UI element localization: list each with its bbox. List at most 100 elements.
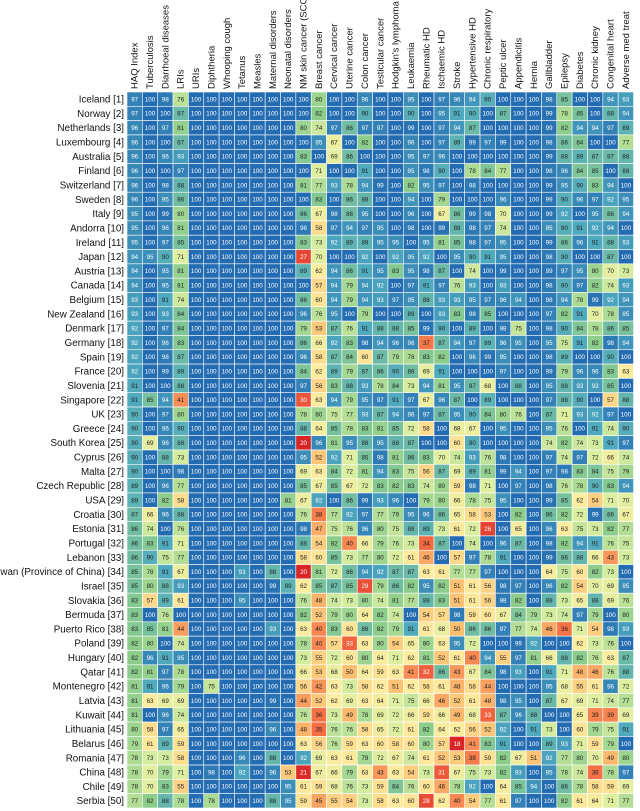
- cell-value-label: 100: [237, 726, 248, 733]
- cell-value-label: 100: [252, 669, 263, 676]
- cell-value-label: 94: [361, 182, 368, 189]
- cell-value-label: 100: [206, 368, 217, 375]
- cell-value-label: 87: [438, 540, 445, 547]
- cell-value-label: 96: [408, 340, 415, 347]
- cell-value-label: 74: [423, 483, 430, 490]
- cell-value-label: 93: [592, 383, 599, 390]
- row-label-singapore-22: Singapore [22]: [60, 395, 124, 406]
- cell-value-label: 82: [592, 340, 599, 347]
- cell-value-label: 89: [361, 240, 368, 247]
- cell-value-label: 87: [131, 512, 138, 519]
- cell-value-label: 74: [177, 641, 184, 648]
- cell-value-label: 89: [131, 497, 138, 504]
- cell-value-label: 54: [592, 626, 599, 633]
- cell-value-label: 99: [515, 641, 522, 648]
- cell-value-label: 67: [300, 497, 307, 504]
- cell-value-label: 91: [162, 297, 169, 304]
- cell-value-label: 100: [252, 225, 263, 232]
- cell-value-label: 77: [500, 168, 507, 175]
- cell-value-label: 99: [162, 211, 169, 218]
- cell-value-label: 100: [237, 612, 248, 619]
- cell-value-label: 91: [162, 569, 169, 576]
- cell-value-label: 100: [252, 612, 263, 619]
- cell-value-label: 100: [298, 111, 309, 118]
- cell-value-label: 100: [483, 325, 494, 332]
- column-label-tetanus: Tetanus: [237, 55, 248, 89]
- cell-value-label: 100: [252, 755, 263, 762]
- cell-value-label: 93: [500, 283, 507, 290]
- cell-value-label: 80: [576, 755, 583, 762]
- cell-value-label: 90: [592, 483, 599, 490]
- cell-value-label: 82: [592, 283, 599, 290]
- cell-value-label: 56: [484, 583, 491, 590]
- row-label-croatia-30: Croatia [30]: [73, 510, 124, 521]
- cell-value-label: 68: [454, 426, 461, 433]
- cell-value-label: 99: [546, 211, 553, 218]
- cell-value-label: 100: [298, 283, 309, 290]
- cell-value-label: 76: [607, 540, 614, 547]
- cell-value-label: 87: [546, 698, 553, 705]
- row-label-montenegro-42: Montenegro [42]: [53, 682, 125, 693]
- cell-value-label: 100: [252, 555, 263, 562]
- cell-value-label: 77: [469, 569, 476, 576]
- cell-value-label: 100: [268, 655, 279, 662]
- cell-value-label: 73: [300, 655, 307, 662]
- row-label-latvia-43: Latvia [43]: [79, 696, 124, 707]
- cell-value-label: 100: [145, 225, 156, 232]
- cell-value-label: 100: [191, 669, 202, 676]
- cell-value-label: 78: [484, 555, 491, 562]
- cell-value-label: 92: [469, 784, 476, 791]
- cell-value-label: 92: [300, 755, 307, 762]
- cell-value-label: 90: [561, 254, 568, 261]
- row-labels: Iceland [1]Norway [2]Netherlands [3]Luxe…: [0, 95, 124, 808]
- cell-value-label: 100: [529, 741, 540, 748]
- cell-value-label: 100: [344, 96, 355, 103]
- row-label-cyprus-26: Cyprus [26]: [74, 453, 124, 464]
- cell-value-label: 100: [252, 268, 263, 275]
- cell-value-label: 80: [377, 526, 384, 533]
- cell-value-label: 100: [222, 512, 233, 519]
- cell-value-label: 63: [361, 698, 368, 705]
- cell-value-label: 40: [469, 655, 476, 662]
- cell-value-label: 83: [131, 598, 138, 605]
- cell-value-label: 99: [500, 268, 507, 275]
- cell-value-label: 95: [423, 240, 430, 247]
- cell-value-label: 99: [269, 698, 276, 705]
- cell-value-label: 56: [484, 598, 491, 605]
- cell-value-label: 96: [500, 197, 507, 204]
- cell-value-label: 55: [500, 655, 507, 662]
- cell-value-label: 100: [268, 254, 279, 261]
- cell-value-label: 90: [622, 426, 629, 433]
- cell-value-label: 100: [268, 483, 279, 490]
- cell-value-label: 100: [206, 340, 217, 347]
- cell-value-label: 71: [484, 483, 491, 490]
- cell-value-label: 100: [437, 254, 448, 261]
- cell-value-label: 100: [222, 583, 233, 590]
- cell-value-label: 75: [561, 569, 568, 576]
- cell-value-label: 90: [438, 168, 445, 175]
- cell-value-label: 100: [529, 526, 540, 533]
- cell-value-label: 95: [408, 168, 415, 175]
- cell-value-label: 66: [147, 512, 154, 519]
- cell-value-label: 100: [268, 297, 279, 304]
- cell-value-label: 95: [315, 139, 322, 146]
- cell-value-label: 69: [147, 440, 154, 447]
- cell-value-label: 100: [268, 111, 279, 118]
- cell-value-label: 100: [605, 612, 616, 619]
- cell-value-label: 65: [576, 598, 583, 605]
- cell-value-label: 72: [469, 641, 476, 648]
- cell-value-label: 89: [300, 268, 307, 275]
- cell-value-label: 76: [561, 483, 568, 490]
- cell-value-label: 90: [147, 555, 154, 562]
- cell-value-label: 85: [331, 426, 338, 433]
- cell-value-label: 100: [390, 211, 401, 218]
- cell-value-label: 100: [206, 397, 217, 404]
- cell-value-label: 96: [546, 583, 553, 590]
- cell-value-label: 97: [361, 512, 368, 519]
- cell-value-label: 88: [530, 712, 537, 719]
- cell-value-label: 85: [315, 583, 322, 590]
- cell-value-label: 96: [561, 168, 568, 175]
- cell-value-label: 44: [300, 698, 307, 705]
- cell-value-label: 95: [162, 197, 169, 204]
- cell-value-label: 86: [346, 197, 353, 204]
